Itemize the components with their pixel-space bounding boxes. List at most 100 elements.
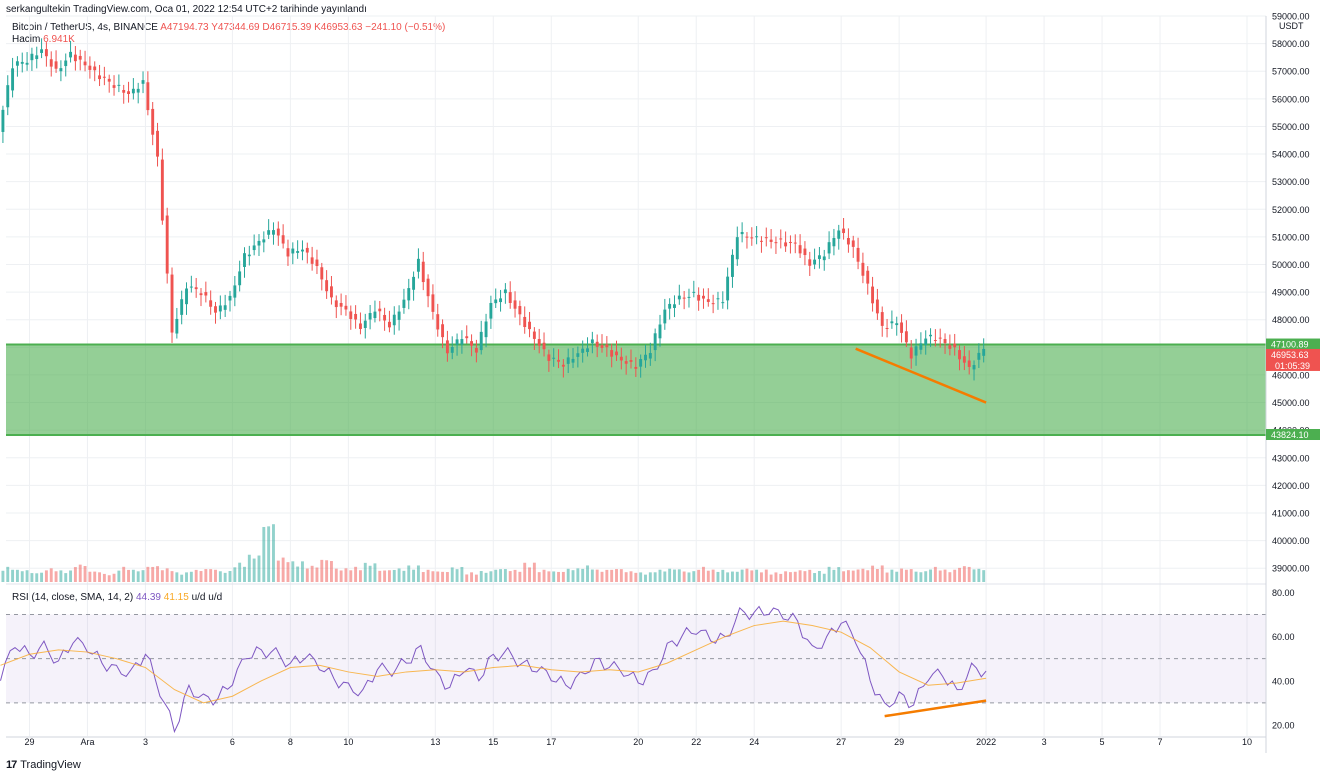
candle-body <box>20 61 24 64</box>
volume-bar <box>69 570 73 582</box>
volume-bar <box>165 568 169 582</box>
candle-body <box>189 286 193 288</box>
candle-body <box>581 348 585 353</box>
candle-body <box>185 288 188 305</box>
candle-body <box>83 61 87 66</box>
candle-body <box>663 309 667 324</box>
time-tick-label: 8 <box>288 737 293 747</box>
volume-bar <box>615 569 618 582</box>
symbol-legend: Bitcoin / TetherUS, 4s, BINANCE A47194.7… <box>12 22 445 33</box>
price-tick-label: 59000.00 <box>1272 12 1310 22</box>
volume-bar <box>479 571 483 582</box>
volume-bar <box>431 571 435 582</box>
volume-bar <box>272 524 275 582</box>
volume-bar <box>653 572 657 582</box>
volume-bar <box>421 572 425 582</box>
candle-body <box>813 259 817 265</box>
rsi-label[interactable]: RSI (14, close, SMA, 14, 2) <box>12 592 134 603</box>
time-tick-label: 29 <box>894 737 904 747</box>
volume-bar <box>639 572 643 582</box>
volume-bar <box>697 569 701 582</box>
candle-body <box>822 256 826 261</box>
candle-body <box>122 89 126 93</box>
volume-bar <box>629 571 633 582</box>
volume-bar <box>445 572 449 582</box>
candle-body <box>272 230 275 235</box>
candle-body <box>566 357 570 364</box>
volume-bar <box>788 572 792 582</box>
volume-bar <box>339 570 343 582</box>
time-tick-label: 24 <box>749 737 759 747</box>
volume-bar <box>590 569 594 582</box>
volume-bar <box>948 572 952 582</box>
volume-bar <box>358 570 362 582</box>
volume-bar <box>982 570 986 582</box>
price-tick-label: 50000.00 <box>1272 260 1310 270</box>
time-tick-label: 20 <box>633 737 643 747</box>
rsi-tick-label: 20.00 <box>1272 720 1295 730</box>
candle-body <box>112 85 116 88</box>
rsi-value: 44.39 <box>135 592 161 603</box>
volume-bar <box>842 571 846 582</box>
volume-bar <box>416 565 420 582</box>
price-tick-label: 48000.00 <box>1272 315 1310 325</box>
candle-body <box>209 300 213 307</box>
candle-body <box>842 228 846 234</box>
volume-bar <box>542 569 546 582</box>
time-tick-label: 15 <box>488 737 498 747</box>
candle-body <box>373 311 377 319</box>
candle-body <box>141 80 145 84</box>
volume-bar <box>943 569 947 582</box>
candle-body <box>397 311 401 320</box>
volume-bar <box>784 571 788 582</box>
volume-bar <box>151 566 155 582</box>
rsi-legend: RSI (14, close, SMA, 14, 2) 44.39 41.15 … <box>12 592 222 603</box>
volume-bar <box>252 558 256 582</box>
volume-bar <box>827 566 831 582</box>
volume-label[interactable]: Hacim <box>12 34 41 45</box>
volume-bar <box>267 526 271 582</box>
candle-body <box>330 286 333 298</box>
candle-body <box>779 238 783 240</box>
volume-bar <box>450 567 454 582</box>
volume-bar <box>958 567 961 582</box>
time-tick-label: 7 <box>1158 737 1163 747</box>
candle-body <box>904 331 908 343</box>
candle-body <box>571 358 575 363</box>
brand-name[interactable]: TradingView <box>20 759 81 771</box>
volume-bar <box>387 570 391 582</box>
candle-body <box>513 300 517 309</box>
time-tick-label: Ara <box>80 737 94 747</box>
candle-body <box>252 245 256 251</box>
symbol-name[interactable]: Bitcoin / TetherUS, 4s, BINANCE <box>12 22 158 33</box>
volume-bar <box>305 568 309 582</box>
volume-bar <box>702 566 705 582</box>
candle-body <box>552 357 556 359</box>
candle-body <box>354 313 358 320</box>
candle-body <box>977 352 981 360</box>
volume-bar <box>141 570 145 582</box>
open-value: A47194.73 <box>160 22 209 33</box>
candle-body <box>54 61 58 69</box>
axes <box>6 16 1267 753</box>
volume-bar <box>107 575 111 582</box>
candle-body <box>426 278 430 297</box>
candle-body <box>808 259 812 266</box>
volume-bar <box>291 561 295 582</box>
tradingview-logo-icon[interactable]: 17 <box>6 759 17 771</box>
candle-body <box>615 351 618 356</box>
volume-bar <box>566 568 570 582</box>
volume-bar <box>755 569 759 582</box>
volume-bar <box>494 569 498 582</box>
candle-body <box>557 359 560 362</box>
time-tick-label: 27 <box>836 737 846 747</box>
volume-bar <box>933 566 937 582</box>
volume-bar <box>890 569 894 582</box>
price-tick-label: 54000.00 <box>1272 150 1310 160</box>
candle-body <box>301 249 304 252</box>
volume-bar <box>904 569 908 582</box>
volume-bar <box>779 573 783 582</box>
volume-bar <box>726 572 730 582</box>
candle-body <box>88 65 92 70</box>
